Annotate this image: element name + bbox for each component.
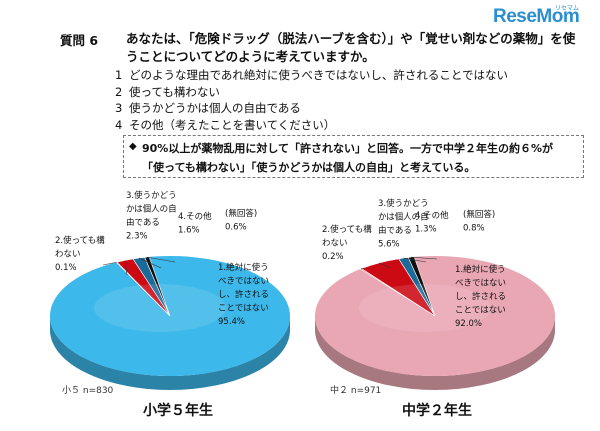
pie-highlight [94,284,226,332]
slice-label-line: 95.4% [218,317,245,327]
leader-line [379,262,391,269]
pie-wall [315,316,555,390]
logo-subtitle: リセマム [555,5,580,12]
slice-label-line: 3.使うかどう [126,190,177,201]
summary-line-2: 「使っても構わない」「使うかどうかは個人の自由」と考えている。 [142,161,476,174]
option-item: 1 どのような理由であれ絶対に使うべきではないし、許されることではない [115,67,508,84]
slice-label-line: かは個人の自 [126,204,177,215]
slice-label-line: 4.その他 [415,210,449,221]
leader-line [411,256,438,260]
slice-label-line: 92.0% [455,319,482,329]
sample-size-middle: 中２ n=971 [330,386,382,396]
slice-label-line: 由である [378,225,412,236]
leader-line [124,260,128,276]
slice-label-line: 0.6% [225,223,247,233]
slice-label-line: 0.8% [463,224,485,234]
chart-title-elementary: 小学５年生 [143,403,213,419]
slice-label-5: (無回答) 0.6% [225,208,257,233]
slice-label-line: 3.使うかどう [378,198,429,209]
option-item: 4 その他（考えたことを書いてください） [115,117,508,134]
slice-label-line: 1.6% [178,226,200,236]
summary-line-1: 90%以上が薬物乱用に対して「許されない」と回答。一方で中学２年生の約６%が [142,142,554,155]
slice-label-line: 2.使っても構 [322,224,372,235]
slice-label-line: 1.絶対に使う [218,262,269,273]
slice-label-line: 由である [126,217,160,228]
slice-label-4: 4.その他 1.3% [415,210,449,235]
option-number: 2 [115,84,123,99]
slice-label-line: し、許される [455,291,506,302]
option-number: 4 [115,117,123,132]
summary-box: ◆ 90%以上が薬物乱用に対して「許されない」と回答。一方で中学２年生の約６%が… [123,135,584,178]
slice-label-2: 2.使っても構わない 0.2% [322,224,372,262]
pie-chart-0: 1.絶対に使うべきではないし、許されることではない 95.4% 2.使っても構わない… [50,190,291,390]
option-item: 3 使うかどうかは個人の自由である [115,100,508,117]
leader-line [138,257,162,269]
slice-label-line: (無回答) [225,208,257,219]
slice-label-line: 4.その他 [178,211,212,222]
slice-label-line: 2.使っても構 [55,235,105,246]
diamond-bullet-icon: ◆ [129,141,137,152]
slice-label-line: (無回答) [463,209,495,220]
question-label: 質問 6 [60,33,99,48]
slice-label-line: べきではない [455,279,506,289]
option-item: 2 使っても構わない [115,84,508,101]
slice-label-3: 3.使うかどうかは個人の自由である 2.3% [126,190,177,242]
pie-slice-5 [144,256,171,317]
leader-line [360,267,366,270]
slice-label-line: 1.3% [415,225,437,235]
slice-label-line: 5.6% [378,240,400,250]
answer-options: 1 どのような理由であれ絶対に使うべきではないし、許されることではない 2 使っても… [115,67,508,133]
slice-label-line: 0.2% [322,252,344,262]
leader-line [102,261,117,266]
slice-label-1: 1.絶対に使うべきではないし、許されることではない 92.0% [455,264,506,329]
leader-line [403,257,427,263]
option-text: 使うかどうかは個人の自由である [129,101,301,115]
option-text: どのような理由であれ絶対に使うべきではないし、許されることではない [129,68,509,82]
sample-size-elementary: 小５ n=830 [62,386,114,396]
slice-label-line: べきではない [218,277,269,287]
slice-label-1: 1.絶対に使うべきではないし、許されることではない 95.4% [218,262,269,327]
option-number: 1 [115,68,123,82]
logo-text: ReseMom [493,6,580,27]
slice-label-line: ことではない [218,304,269,314]
option-text: 使っても構わない [129,84,220,99]
slice-label-line: ことではない [455,306,506,316]
resemom-logo: リセマム ReseMom [493,4,593,34]
slice-label-line: わない [55,250,81,260]
option-text: その他（考えたことを書いてください） [129,117,336,132]
pie-wall [50,316,290,390]
leader-line [146,256,176,263]
slice-label-4: 4.その他 1.6% [178,211,212,236]
slice-label-3: 3.使うかどうかは個人の自由である 5.6% [378,198,429,250]
slice-label-line: 0.1% [55,263,77,273]
question-text: あなたは、「危険ドラッグ（脱法ハーブを含む）」や「覚せい剤などの薬物」を使うこと… [126,31,576,64]
slice-label-line: し、許される [218,289,269,300]
option-number: 3 [115,101,123,115]
slice-label-line: 1.絶対に使う [455,264,506,275]
pie-slice-5 [407,256,436,317]
slice-label-line: 2.3% [126,232,148,242]
pie-chart-1: 1.絶対に使うべきではないし、許されることではない 92.0% 2.使っても構わない… [314,198,555,390]
slice-label-line: わない [322,239,348,249]
slice-label-line: かは個人の自 [378,212,429,223]
chart-title-middle: 中学２年生 [402,403,472,419]
slice-label-5: (無回答) 0.8% [463,209,495,234]
slice-label-2: 2.使っても構わない 0.1% [55,235,105,273]
pie-highlight [359,284,491,332]
